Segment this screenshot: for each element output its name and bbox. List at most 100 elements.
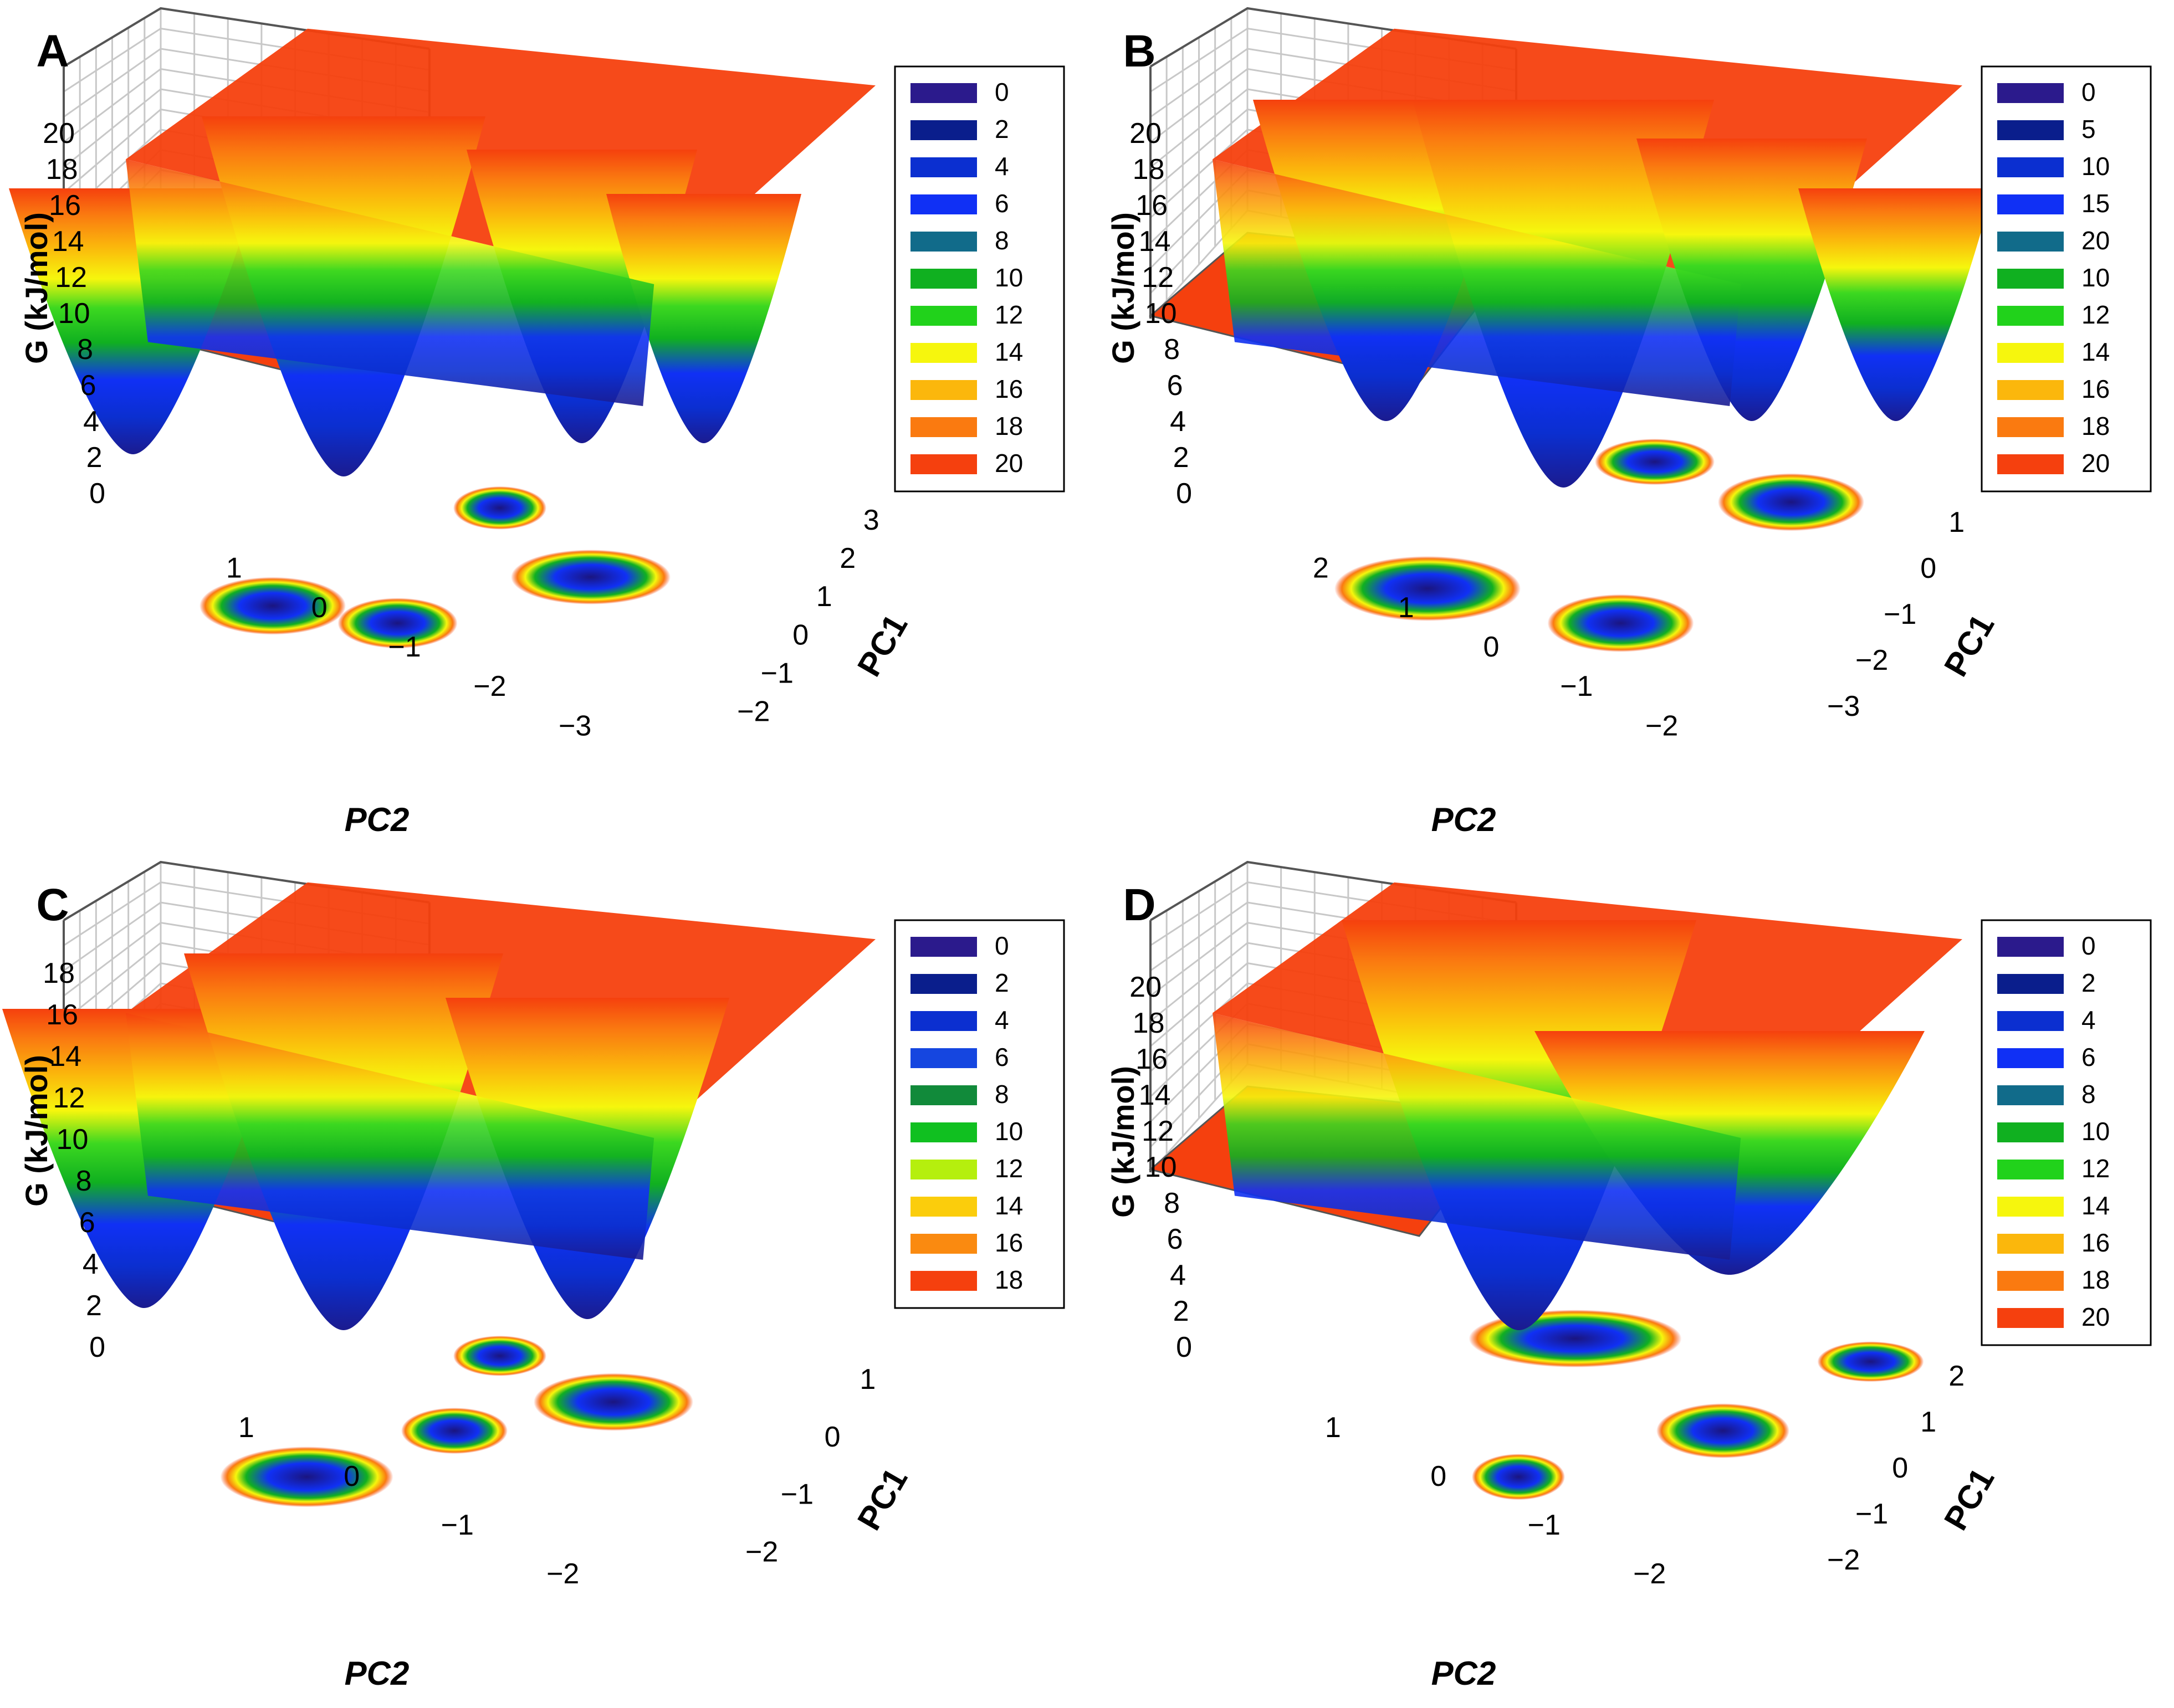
pc2-tick: 0 <box>344 1460 360 1492</box>
panel-A: 20 18 16 14 12 10 8 6 4 2 0 G (kJ/mol) 1 0 −1 −2 −3 PC2 3 2… <box>0 0 1087 854</box>
pc1-tick: −3 <box>1827 690 1860 722</box>
pc2-tick: −2 <box>1633 1558 1666 1590</box>
legend-label: 16 <box>2081 375 2110 403</box>
z-tick: 6 <box>79 1207 95 1239</box>
legend-swatch <box>910 454 977 474</box>
z-tick: 10 <box>58 298 90 330</box>
legend-label: 12 <box>2081 1154 2110 1183</box>
legend-swatch <box>1997 1048 2064 1068</box>
legend-label: 10 <box>2081 1117 2110 1146</box>
pc1-tick: 1 <box>1920 1406 1936 1438</box>
legend-label: 2 <box>995 115 1009 143</box>
legend-swatch <box>1997 454 2064 474</box>
pc1-axis-label: PC1 <box>850 1461 914 1536</box>
pc1-tick: 0 <box>792 619 809 651</box>
z-tick: 20 <box>43 117 75 150</box>
legend-label: 14 <box>995 337 1023 366</box>
legend-swatch <box>910 232 977 252</box>
z-tick: 0 <box>89 478 105 510</box>
surface-front-wall <box>1213 159 1741 406</box>
energy-minimum-4 <box>1472 1454 1565 1500</box>
floor-wells <box>200 486 671 649</box>
z-tick: 16 <box>49 189 81 222</box>
legend-swatch <box>910 1197 977 1217</box>
legend-swatch <box>1997 1085 2064 1105</box>
panel-D: 20 18 16 14 12 10 8 6 4 2 0 G (kJ/mol) 1 0 −1 −2 PC2 2 1 0−… <box>1087 854 2173 1707</box>
legend-label: 10 <box>995 263 1023 292</box>
legend-swatch <box>910 1011 977 1031</box>
pc1-tick: 1 <box>816 581 832 613</box>
legend-label: 12 <box>995 300 1023 329</box>
legend-label: 2 <box>995 968 1009 997</box>
legend-swatch <box>1997 306 2064 326</box>
legend-label: 15 <box>2081 189 2110 218</box>
legend-swatch <box>910 1085 977 1105</box>
pc1-tick: −1 <box>1884 598 1916 630</box>
z-tick: 4 <box>83 406 99 438</box>
legend-label: 0 <box>2081 78 2096 106</box>
grid-line <box>63 48 161 118</box>
legend-swatch <box>910 417 977 437</box>
z-tick: 12 <box>1142 261 1174 294</box>
legend-label: 20 <box>2081 1302 2110 1331</box>
energy-surface <box>1213 28 1993 488</box>
z-tick: 2 <box>1173 442 1189 474</box>
panel-letter: C <box>36 880 69 930</box>
legend-label: 8 <box>2081 1080 2096 1109</box>
legend-swatch <box>1997 937 2064 957</box>
grid-line <box>63 28 161 93</box>
pc1-tick: 1 <box>1948 506 1965 538</box>
grid-line <box>63 922 161 997</box>
legend-swatch <box>1997 1122 2064 1142</box>
grid-line <box>1150 922 1248 997</box>
legend-swatch <box>910 974 977 994</box>
pc2-tick: 1 <box>226 552 242 584</box>
legend-swatch <box>1997 83 2064 103</box>
z-tick: 12 <box>53 1082 85 1114</box>
pc2-tick: −1 <box>388 631 421 663</box>
surface-front-wall <box>126 1013 654 1260</box>
pc1-tick: 1 <box>860 1363 876 1396</box>
grid-line <box>1150 109 1248 193</box>
grid-line <box>1150 68 1248 143</box>
legend-swatch <box>910 380 977 400</box>
z-tick: 0 <box>1176 1331 1192 1363</box>
legend-swatch <box>1997 157 2064 177</box>
pc1-tick: −1 <box>1855 1498 1888 1530</box>
pc2-tick: −2 <box>473 670 506 702</box>
legend-swatch <box>910 157 977 177</box>
legend-swatch <box>1997 194 2064 214</box>
legend-label: 2 <box>2081 968 2096 997</box>
pc2-axis-label: PC2 <box>345 801 410 838</box>
pc2-tick: 0 <box>1430 1460 1446 1492</box>
legend-label: 10 <box>995 1117 1023 1146</box>
grid-line <box>1149 982 1249 1073</box>
energy-minimum-3 <box>511 550 671 604</box>
z-tick: 6 <box>1167 1223 1183 1255</box>
z-tick: 2 <box>86 442 103 474</box>
pc2-tick: 2 <box>1313 552 1329 584</box>
z-tick: 10 <box>57 1124 89 1156</box>
legend-swatch <box>1997 1197 2064 1217</box>
z-tick: 18 <box>1133 1007 1165 1039</box>
z-tick: 4 <box>1170 406 1186 438</box>
pc2-axis-label: PC2 <box>1431 1655 1496 1692</box>
z-tick: 2 <box>86 1290 102 1322</box>
legend-label: 0 <box>995 931 1009 960</box>
floor-wells <box>220 1336 693 1507</box>
legend-label: 18 <box>995 412 1023 440</box>
z-tick: 16 <box>1135 189 1168 222</box>
z-tick: 20 <box>1129 971 1162 1003</box>
legend-swatch <box>910 83 977 103</box>
legend-swatch <box>1997 232 2064 252</box>
pc1-tick: −1 <box>761 657 794 689</box>
pc2-axis-label: PC2 <box>345 1655 410 1692</box>
z-tick: 4 <box>1170 1259 1186 1291</box>
pc2-tick: −3 <box>559 710 591 742</box>
pc1-tick: 3 <box>863 504 879 536</box>
z-tick: 12 <box>55 261 87 294</box>
legend-swatch <box>1997 1308 2064 1328</box>
